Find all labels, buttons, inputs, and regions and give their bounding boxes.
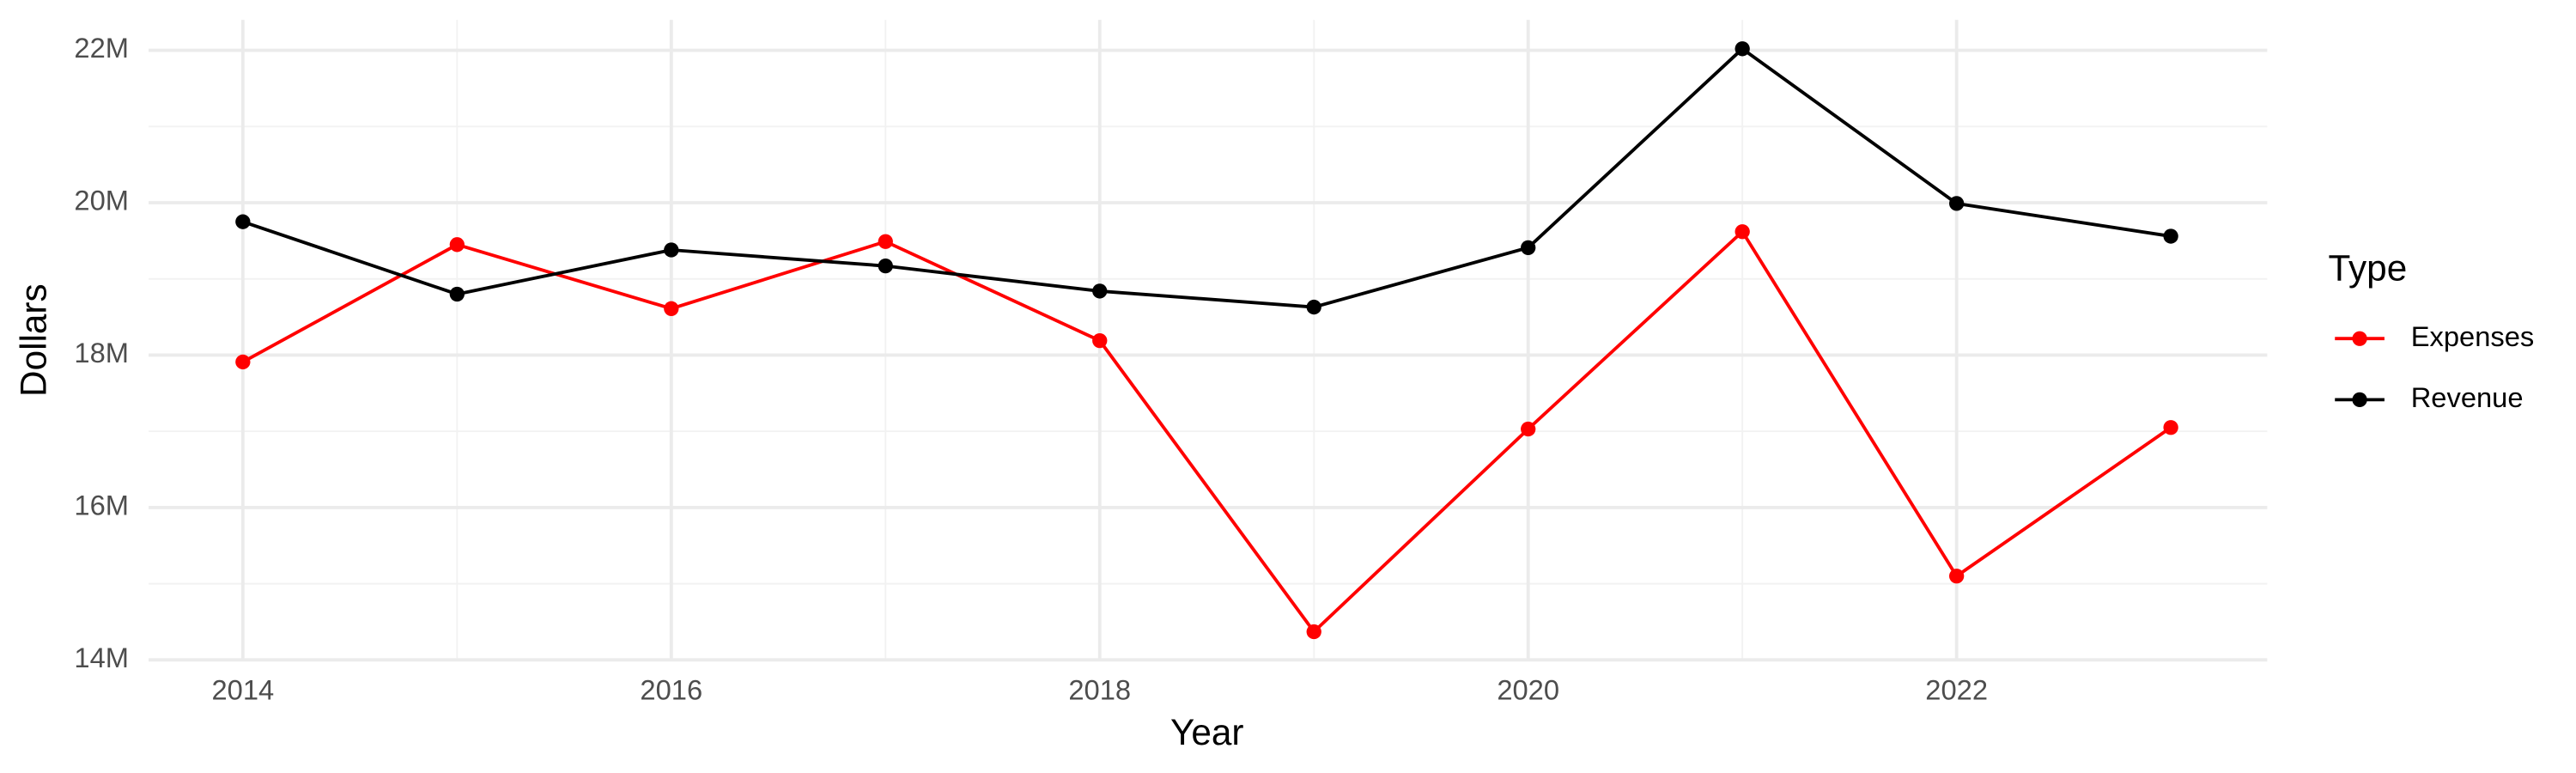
data-point bbox=[449, 237, 465, 253]
x-tick-label: 2014 bbox=[211, 673, 274, 705]
data-point bbox=[1948, 569, 1965, 584]
x-tick-label: 2022 bbox=[1925, 673, 1988, 705]
data-point bbox=[878, 258, 893, 274]
data-point bbox=[1948, 196, 1965, 211]
data-point bbox=[235, 354, 251, 370]
data-point bbox=[1306, 624, 1321, 640]
data-point bbox=[235, 214, 251, 229]
data-point bbox=[1735, 224, 1750, 240]
x-axis-title: Year bbox=[1170, 712, 1243, 752]
data-point bbox=[1521, 421, 1536, 437]
series-line bbox=[242, 46, 2172, 309]
data-point bbox=[1092, 283, 1108, 299]
data-point bbox=[449, 286, 465, 302]
data-point bbox=[1306, 299, 1321, 315]
data-point bbox=[2163, 228, 2178, 244]
legend-swatch-point bbox=[2352, 331, 2367, 346]
data-point bbox=[664, 242, 679, 258]
data-point bbox=[878, 234, 893, 249]
y-tick-label: 18M bbox=[74, 337, 129, 368]
series-line bbox=[241, 228, 2172, 635]
data-point bbox=[1735, 41, 1750, 57]
y-tick-label: 16M bbox=[74, 490, 129, 521]
legend-label: Revenue bbox=[2411, 381, 2524, 413]
legend-swatch-point bbox=[2352, 392, 2367, 408]
y-tick-label: 20M bbox=[74, 185, 129, 216]
legend-title: Type bbox=[2329, 248, 2408, 289]
x-tick-label: 2020 bbox=[1497, 673, 1559, 705]
y-tick-label: 14M bbox=[74, 642, 129, 673]
x-tick-label: 2016 bbox=[640, 673, 702, 705]
y-axis-title: Dollars bbox=[13, 283, 53, 397]
data-point bbox=[1092, 332, 1108, 349]
legend-label: Expenses bbox=[2411, 320, 2535, 352]
x-tick-label: 2018 bbox=[1068, 673, 1131, 705]
data-point bbox=[2163, 420, 2178, 435]
data-point bbox=[1521, 240, 1536, 256]
data-point bbox=[664, 301, 679, 316]
y-tick-label: 22M bbox=[74, 32, 129, 64]
